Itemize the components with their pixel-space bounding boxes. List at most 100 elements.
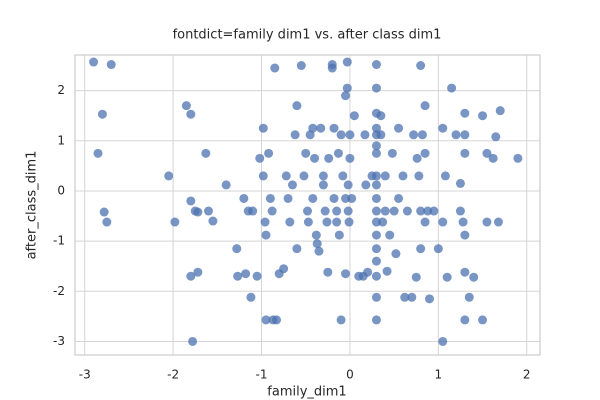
y-tick-label: 1: [57, 133, 65, 147]
point: [308, 123, 318, 133]
point: [341, 91, 351, 101]
point: [329, 193, 339, 203]
y-tick-label: -1: [53, 234, 65, 248]
point: [338, 171, 348, 181]
point: [316, 123, 326, 133]
point: [371, 230, 381, 240]
point: [371, 206, 381, 216]
point: [292, 244, 302, 254]
point: [416, 206, 426, 216]
y-tick-label: -3: [53, 334, 65, 348]
point: [387, 148, 397, 158]
point: [371, 292, 381, 302]
point: [287, 180, 297, 190]
point: [455, 206, 465, 216]
point: [314, 246, 324, 256]
point: [376, 130, 386, 140]
point: [464, 292, 474, 302]
point: [343, 180, 353, 190]
point: [303, 206, 312, 216]
point: [347, 193, 357, 203]
point: [332, 206, 342, 216]
point: [272, 315, 282, 325]
point: [299, 171, 309, 181]
point: [469, 272, 479, 282]
point: [495, 106, 505, 116]
point: [281, 171, 291, 181]
point: [416, 61, 426, 71]
point: [270, 63, 280, 73]
plot-frame: [74, 54, 541, 356]
point: [312, 239, 322, 249]
point: [301, 148, 311, 158]
point: [232, 244, 242, 254]
point: [186, 109, 196, 119]
point: [336, 315, 346, 325]
point: [482, 217, 492, 227]
point: [416, 244, 426, 254]
x-axis-label: family_dim1: [267, 385, 346, 400]
point: [455, 178, 465, 188]
point: [311, 230, 321, 240]
point: [491, 132, 501, 142]
point: [363, 267, 373, 277]
point: [389, 206, 399, 216]
point: [308, 193, 318, 203]
point: [252, 271, 262, 281]
point: [423, 206, 433, 216]
point: [332, 217, 342, 227]
point: [447, 83, 457, 93]
point: [460, 267, 470, 277]
point: [292, 101, 302, 111]
point: [424, 294, 434, 304]
point: [371, 141, 381, 151]
point: [285, 217, 295, 227]
point: [420, 148, 430, 158]
point: [186, 271, 196, 281]
point: [376, 111, 386, 121]
point: [343, 206, 353, 216]
point: [394, 193, 404, 203]
point: [460, 130, 470, 140]
point: [414, 171, 424, 181]
point: [97, 109, 107, 119]
point: [283, 193, 293, 203]
point: [371, 315, 381, 325]
point: [478, 315, 488, 325]
point: [371, 217, 381, 227]
point: [371, 83, 381, 93]
point: [417, 130, 427, 140]
point: [181, 101, 191, 111]
point: [409, 130, 419, 140]
point: [380, 171, 390, 181]
point: [460, 315, 470, 325]
point: [106, 60, 116, 70]
point: [327, 60, 337, 70]
point: [342, 57, 352, 67]
point: [371, 123, 381, 133]
point: [255, 153, 265, 163]
x-tick-label: -3: [79, 368, 91, 382]
point: [382, 266, 392, 276]
point: [279, 264, 289, 274]
x-tick-label: 0: [346, 368, 354, 382]
point: [188, 336, 198, 346]
y-tick-label: 2: [57, 83, 65, 97]
point: [438, 123, 448, 133]
point: [442, 272, 452, 282]
point: [482, 148, 492, 158]
point: [320, 206, 330, 216]
point: [258, 123, 268, 133]
point: [371, 148, 381, 158]
point: [329, 123, 339, 133]
point: [371, 60, 381, 70]
point: [246, 292, 256, 302]
point: [371, 244, 381, 254]
point: [318, 180, 328, 190]
point: [378, 217, 388, 227]
point: [349, 111, 359, 121]
point: [233, 271, 243, 281]
point: [334, 230, 344, 240]
point: [93, 148, 103, 158]
